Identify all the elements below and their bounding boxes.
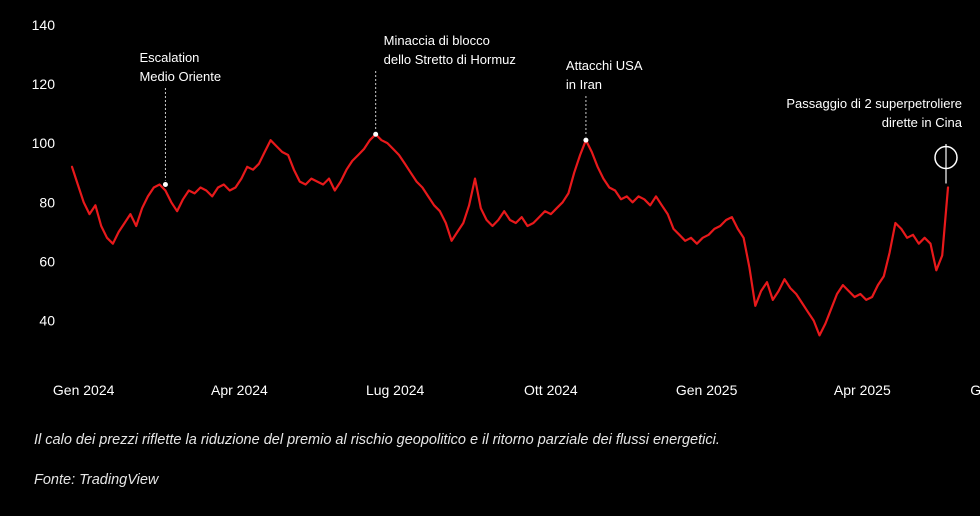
x-tick-label: Gen 2024 <box>53 382 115 398</box>
y-tick-label: 100 <box>32 135 56 151</box>
y-axis-ticks: 40 60 80 100 120 140 <box>32 17 56 329</box>
y-tick-label: 80 <box>39 194 55 210</box>
price-series-line <box>70 133 950 337</box>
event-annotations: Escalation Medio Oriente Minaccia di blocc… <box>139 33 963 184</box>
annotation-label: Escalation <box>139 50 199 65</box>
annotation-label: Minaccia di blocco <box>384 33 490 48</box>
annotation-label: Medio Oriente <box>139 69 221 84</box>
chart-caption: Il calo dei prezzi riflette la riduzione… <box>34 432 720 448</box>
annotation-label: Attacchi USA <box>566 58 643 73</box>
annotation-label: dirette in Cina <box>882 115 963 130</box>
chart-area: 40 60 80 100 120 140 Gen 2024 Apr 2024 Lug 2024… <box>32 17 980 398</box>
annotation-point <box>583 137 589 143</box>
y-tick-label: 60 <box>39 253 55 269</box>
x-tick-label: Apr 2024 <box>211 382 268 398</box>
x-tick-label: Apr 2025 <box>834 382 891 398</box>
annotation-label: dello Stretto di Hormuz <box>384 52 516 67</box>
annotation-point <box>162 182 168 188</box>
x-tick-label: Gen 2025 <box>676 382 738 398</box>
x-tick-label: Lug 2024 <box>366 382 425 398</box>
annotation-label: in Iran <box>566 77 602 92</box>
annotation-point <box>373 131 379 137</box>
y-tick-label: 140 <box>32 17 56 33</box>
annotation-label: Passaggio di 2 superpetroliere <box>786 96 962 111</box>
x-tick-label: Ott 2024 <box>524 382 578 398</box>
highlight-circle <box>934 145 958 170</box>
x-axis-ticks: Gen 2024 Apr 2024 Lug 2024 Ott 2024 Gen 2025… <box>53 382 980 398</box>
y-tick-label: 40 <box>39 313 55 329</box>
event-markers <box>162 131 958 188</box>
price-line-chart: 40 60 80 100 120 140 Gen 2024 Apr 2024 Lug 2024… <box>32 17 980 398</box>
x-tick-label: Giu 2025 <box>970 382 980 398</box>
chart-source: Fonte: TradingView <box>34 472 159 488</box>
y-tick-label: 120 <box>32 76 56 92</box>
